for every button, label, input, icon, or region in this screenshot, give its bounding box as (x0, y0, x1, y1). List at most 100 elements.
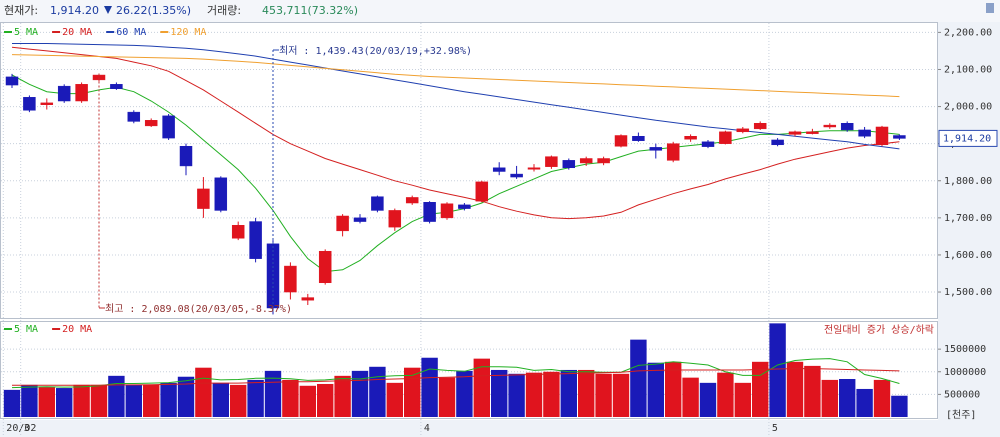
volume-bar (230, 384, 247, 417)
candle-body (753, 123, 767, 130)
candle-body (510, 173, 523, 178)
volume-bar (786, 361, 804, 417)
x-tick-label: 20/02 (6, 423, 36, 434)
candle-body (840, 123, 854, 131)
volume-bar (734, 382, 751, 417)
candle-body (197, 188, 210, 209)
volume-bar (421, 357, 438, 417)
legend-label: 20 MA (62, 27, 92, 38)
candle-body (858, 129, 871, 137)
volume-bar (473, 358, 490, 417)
volume-ma-line (11, 358, 900, 389)
volume-bar (108, 375, 125, 417)
y-tick-label: 2,200.00 (944, 27, 992, 38)
volume-bar (299, 385, 316, 417)
price-label: 현재가: (4, 4, 38, 17)
candle-body (284, 265, 297, 293)
last-price-label: 1,914.20 (943, 133, 991, 144)
candle-body (771, 139, 784, 146)
candle-body (788, 131, 802, 135)
volume-bar (386, 382, 403, 417)
price: 1,914.20 (50, 4, 99, 17)
volume-title: 전일대비 증가 상승/하락 (824, 323, 934, 336)
candle-body (684, 135, 697, 140)
candle-body (701, 141, 715, 147)
candle-body (162, 115, 175, 139)
volume-label: 거래량: (207, 4, 241, 17)
candle-body (458, 204, 471, 209)
y-tick-label: 1,500.00 (944, 287, 992, 298)
legend-label: 5 MA (14, 324, 38, 335)
candle-body (736, 128, 750, 133)
volume-bar (125, 384, 142, 417)
y-tick-label: 1,600.00 (944, 250, 992, 261)
candle-body (597, 158, 610, 164)
y-tick-label: 1500000 (944, 344, 986, 355)
candle-body (353, 217, 367, 222)
candle-body (371, 196, 384, 211)
volume-bar (839, 379, 856, 417)
volume-bar (143, 384, 160, 417)
candle-body (75, 84, 88, 102)
volume-ma-line (12, 368, 900, 386)
volume-bar (282, 379, 299, 417)
volume-bar (160, 382, 177, 417)
ma-line (11, 54, 900, 98)
candle-body (440, 203, 454, 219)
candle-body (579, 158, 593, 164)
candle-body (423, 202, 436, 222)
volume-panel (0, 321, 938, 419)
volume-bar (38, 387, 55, 417)
x-tick-label: 4 (424, 423, 430, 434)
candle-body (632, 135, 645, 141)
volume-bar (90, 384, 108, 417)
candle-body (231, 225, 245, 239)
volume-bar (404, 367, 421, 417)
volume-bar (73, 384, 90, 417)
candle-body (614, 135, 628, 147)
candle-body (545, 156, 558, 167)
volume-bar (438, 377, 456, 417)
y-tick-label: 2,100.00 (944, 64, 992, 75)
candle-body (823, 124, 837, 128)
volume-bar (595, 373, 612, 417)
volume-bar (821, 379, 838, 417)
volume-bar (334, 375, 351, 417)
legend-label: 5 MA (14, 27, 38, 38)
menu-icon[interactable] (986, 3, 994, 13)
candle-body (336, 215, 349, 232)
candle-body (144, 120, 158, 127)
legend-label: 20 MA (62, 324, 92, 335)
annotation: 최저 : 1,439.43(20/03/19,+32.98%) (279, 45, 472, 57)
candle-body (649, 147, 663, 151)
volume-bar (543, 371, 560, 417)
volume: 453,711(73.32%) (262, 4, 358, 17)
candle-body (57, 85, 71, 102)
volume-bar (647, 362, 664, 417)
volume-bar (56, 388, 73, 417)
volume-bar (873, 379, 891, 417)
volume-bar (630, 339, 647, 417)
y-tick-label: 1000000 (944, 367, 986, 378)
volume-bar (3, 389, 21, 417)
candle-body (405, 197, 419, 204)
volume-bar (699, 382, 717, 417)
candle-body (475, 181, 489, 202)
unit-label: [천주] (946, 409, 976, 421)
volume-bar (212, 382, 229, 417)
candle-body (719, 131, 732, 144)
price-panel (0, 22, 938, 319)
volume-bar (560, 369, 577, 417)
candle-body (110, 84, 123, 90)
volume-bar (456, 370, 473, 417)
ma-line (12, 43, 900, 150)
volume-bar (856, 388, 873, 417)
volume-bar (369, 366, 386, 417)
volume-bar (682, 377, 699, 417)
volume-bar (351, 370, 369, 417)
candle-body (562, 160, 576, 169)
volume-bar (317, 383, 334, 417)
volume-bar (195, 367, 212, 417)
volume-bar (177, 376, 195, 417)
